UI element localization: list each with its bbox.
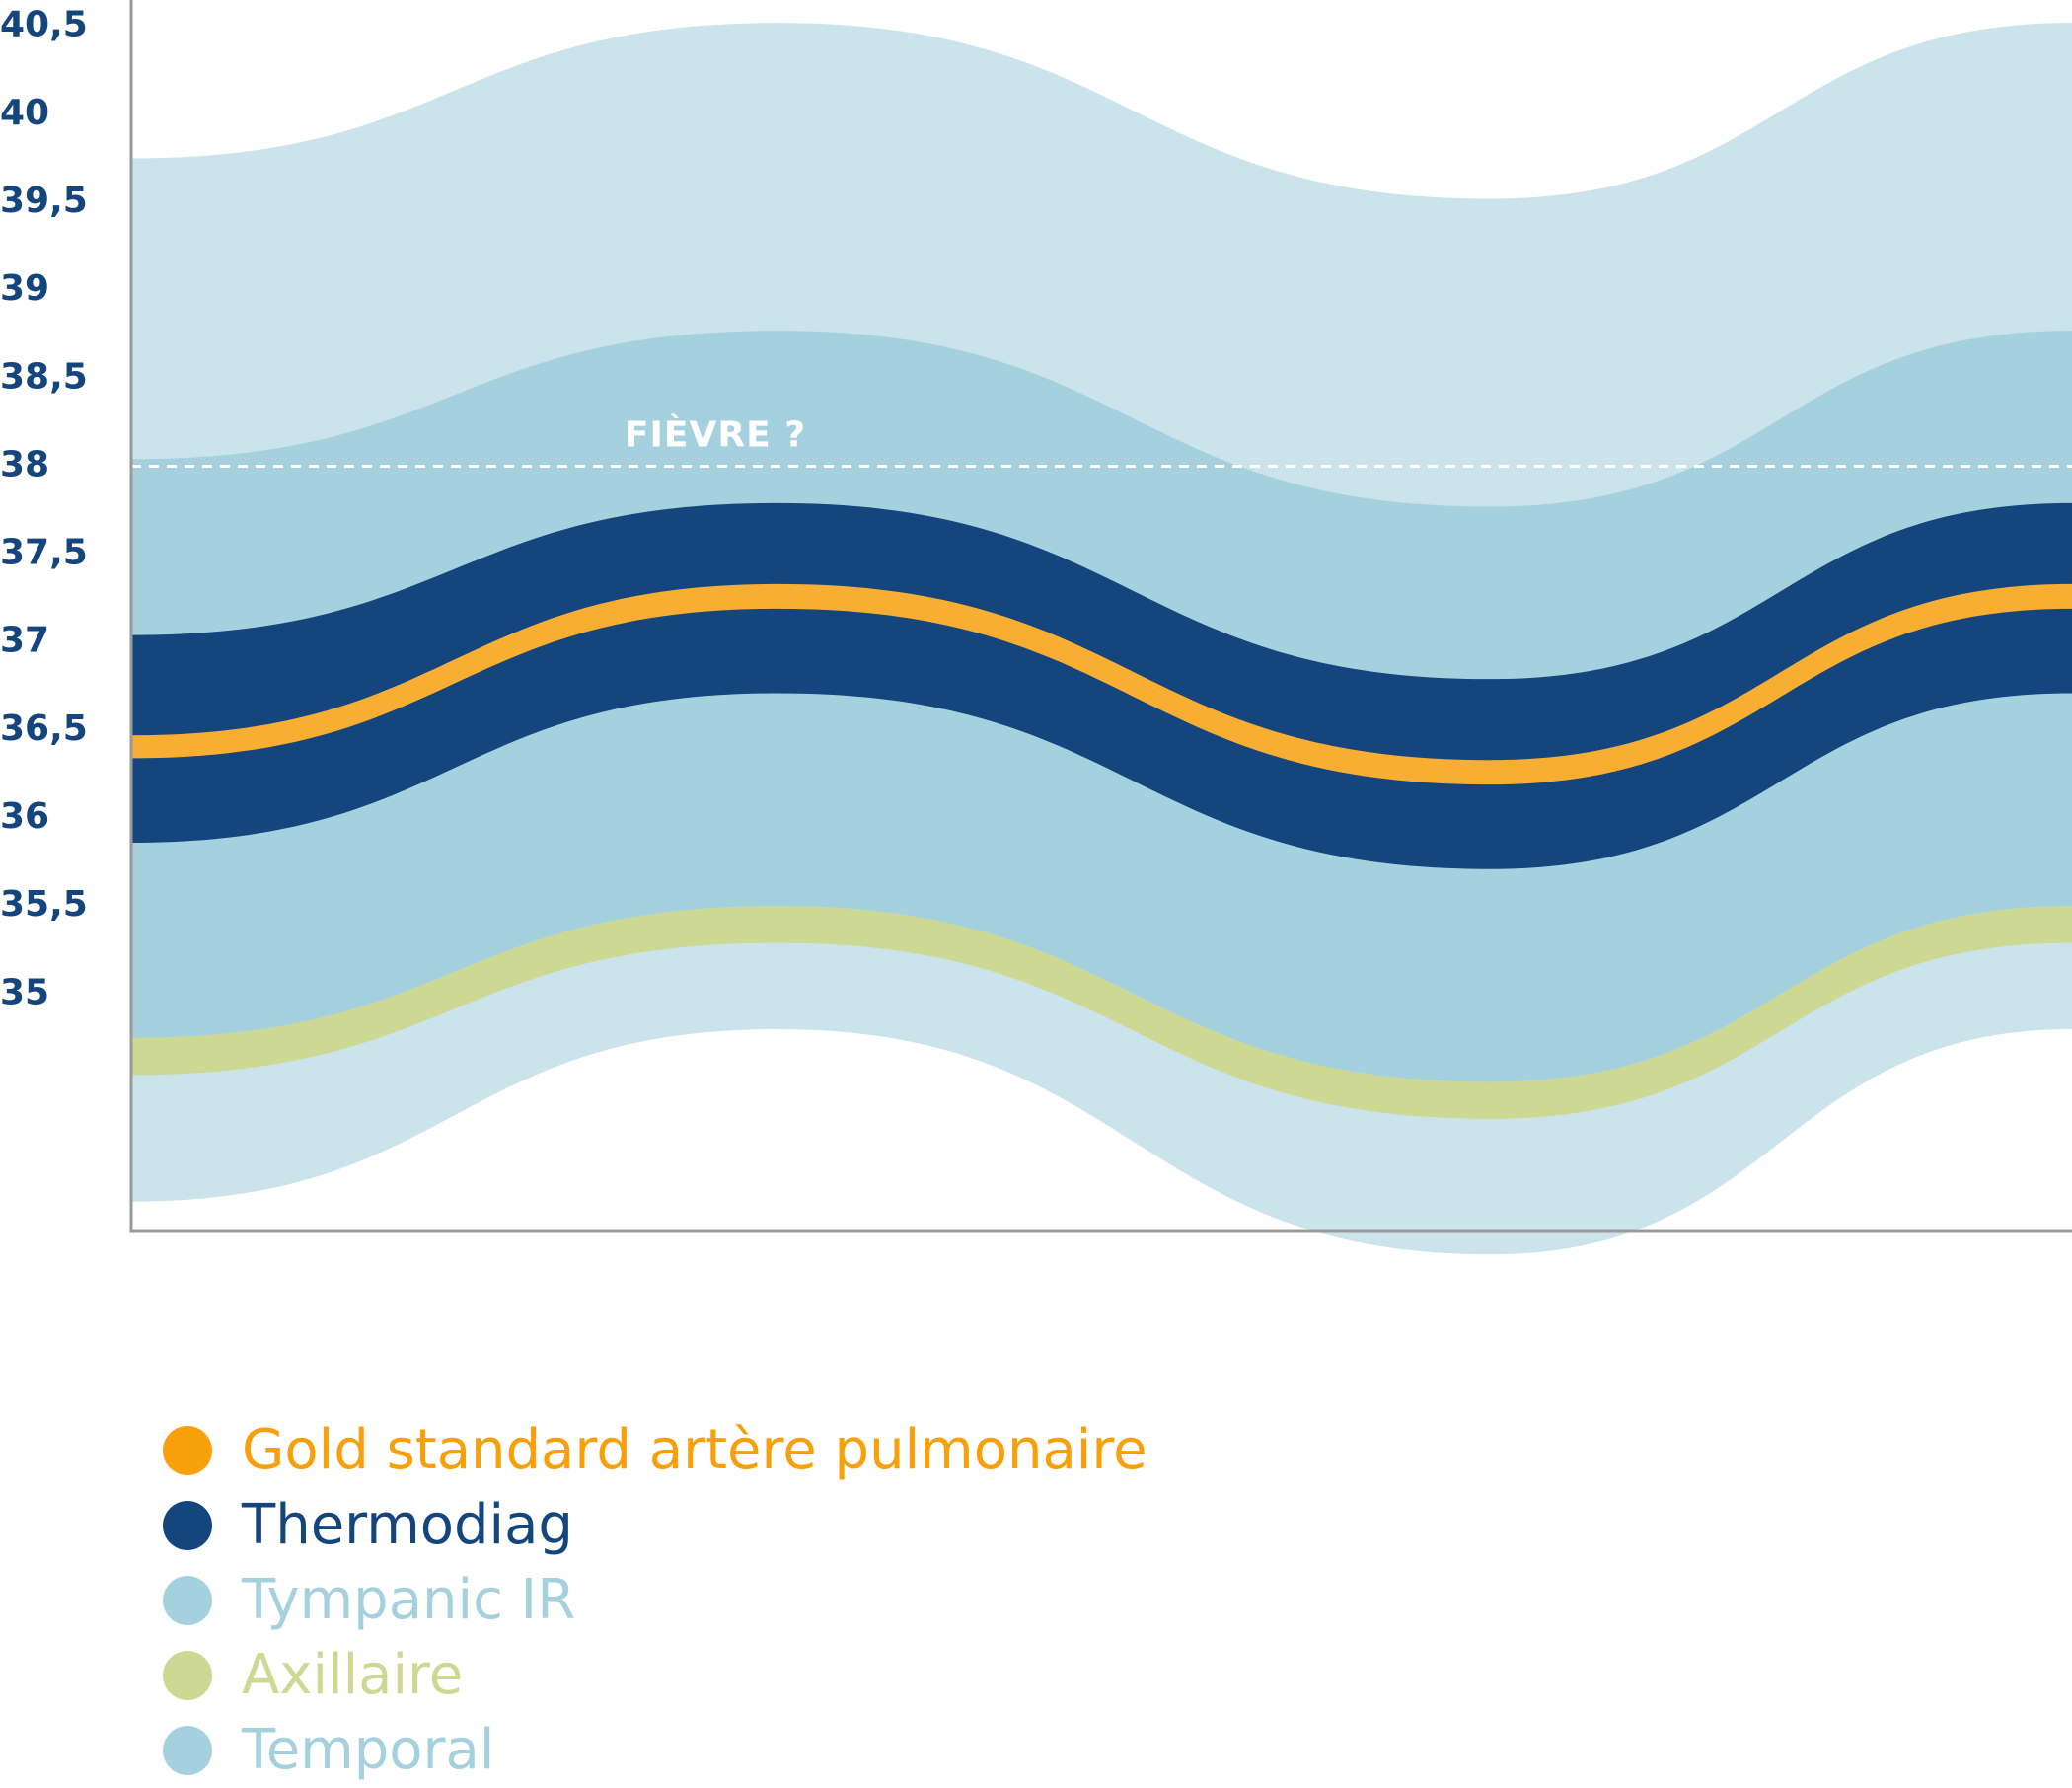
axes: [129, 0, 2072, 1233]
fever-label: FIÈVRE ?: [625, 413, 806, 455]
legend-item-thermodiag: Thermodiag: [163, 1488, 1147, 1563]
legend-swatch-tympanic-ir: [163, 1576, 212, 1625]
legend-label-gold-standard: Gold standard artère pulmonaire: [242, 1418, 1147, 1482]
legend-item-gold-standard: Gold standard artère pulmonaire: [163, 1413, 1147, 1488]
legend-swatch-axillaire: [163, 1651, 212, 1700]
y-tick-label: 40,5: [0, 5, 88, 45]
band-thermodiag: [131, 502, 2072, 869]
legend-label-thermodiag: Thermodiag: [242, 1493, 573, 1557]
y-tick-label: 40: [0, 93, 49, 133]
legend-label-axillaire: Axillaire: [242, 1643, 464, 1707]
y-tick-label: 35,5: [0, 884, 88, 925]
legend-item-temporal: Temporal: [163, 1713, 1147, 1788]
y-tick-label: 37: [0, 621, 49, 661]
legend-item-tympanic-ir: Tympanic IR: [163, 1563, 1147, 1638]
legend-swatch-temporal: [163, 1726, 212, 1775]
legend-swatch-thermodiag: [163, 1501, 212, 1550]
legend-label-tympanic-ir: Tympanic IR: [242, 1568, 576, 1632]
legend-swatch-gold-standard: [163, 1426, 212, 1475]
y-tick-label: 38: [0, 444, 49, 484]
legend-item-axillaire: Axillaire: [163, 1638, 1147, 1713]
legend: Gold standard artère pulmonaire Thermodi…: [163, 1413, 1147, 1788]
y-tick-label: 37,5: [0, 533, 88, 573]
bands-layer: [131, 23, 2072, 1255]
band-axillaire: [131, 906, 2072, 1119]
y-tick-labels: 40,5 40 39,5 39 38,5 38 37,5 37 36,5 36 35,5 35: [0, 5, 88, 1013]
y-tick-label: 39: [0, 268, 49, 309]
y-tick-label: 36: [0, 796, 49, 837]
y-tick-label: 35: [0, 972, 49, 1012]
y-tick-label: 38,5: [0, 356, 88, 397]
temperature-band-chart: FIÈVRE ? 40,5 40 39,5 39 38,5 38 37,5 37 36,5 36 3…: [0, 0, 2072, 1255]
legend-label-temporal: Temporal: [242, 1718, 495, 1782]
y-tick-label: 39,5: [0, 181, 88, 221]
y-tick-label: 36,5: [0, 708, 88, 749]
